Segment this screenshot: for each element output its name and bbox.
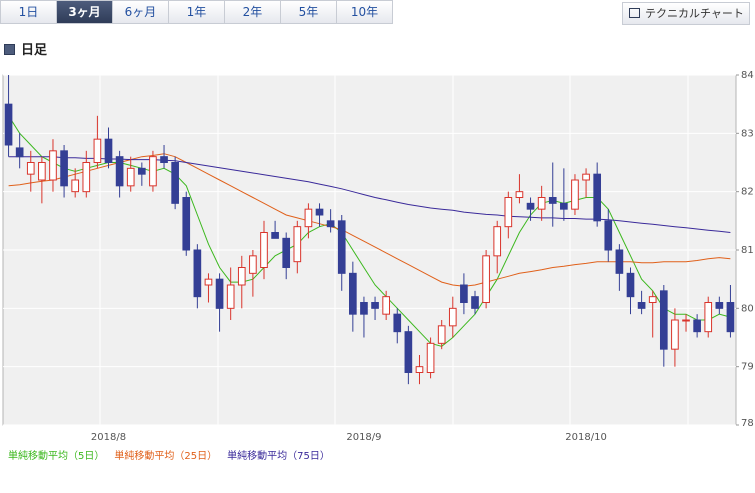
candle-body	[149, 156, 157, 187]
candle-body	[382, 296, 390, 315]
candle-body	[60, 150, 68, 187]
candle-body	[626, 272, 635, 298]
candle-body	[315, 208, 324, 216]
candle-body	[237, 267, 246, 286]
candle-body	[715, 302, 724, 309]
candle-body	[582, 173, 590, 181]
candle-body	[82, 162, 91, 193]
candle-body	[593, 173, 602, 222]
ma-line	[8, 156, 731, 233]
y-tick-label: 82	[741, 187, 754, 198]
y-tick-label: 79	[741, 362, 754, 373]
candle-body	[548, 197, 557, 204]
candle-body	[38, 162, 46, 181]
candle-body	[271, 232, 279, 239]
section-title: 日足	[21, 43, 48, 58]
section-icon	[4, 44, 15, 55]
candle-body	[115, 156, 124, 187]
legend-entry: 単純移動平均（5日）	[8, 449, 104, 462]
tab[interactable]: 10年	[336, 0, 393, 24]
tab[interactable]: 1年	[168, 0, 225, 24]
candle-body	[571, 179, 579, 210]
y-tick-label: 83	[741, 128, 754, 139]
candle-body	[404, 331, 413, 373]
candle-body	[293, 226, 302, 263]
y-tick-label: 84	[741, 70, 754, 81]
period-tabs: 1日 3ヶ月 6ヶ月 1年 2年 5年 10年	[0, 0, 393, 24]
candle-body	[526, 202, 535, 210]
tab[interactable]: 2年	[224, 0, 281, 24]
candle-body	[226, 284, 235, 309]
candle-body	[204, 278, 213, 286]
candle-body	[49, 150, 57, 181]
candle-body	[693, 319, 701, 333]
candle-body	[504, 197, 513, 228]
candle-body	[137, 167, 146, 175]
x-tick-label: 2018/10	[565, 432, 607, 443]
candle-body	[659, 290, 668, 350]
candle-body	[15, 147, 24, 158]
candle-body	[104, 138, 113, 164]
candle-body	[460, 284, 468, 303]
candle-body	[537, 197, 546, 210]
candle-body	[71, 179, 80, 193]
candle-body	[393, 313, 402, 333]
candle-body	[560, 202, 568, 210]
button-icon	[629, 8, 640, 18]
tab[interactable]: 1日	[0, 0, 57, 24]
candle-body	[437, 325, 446, 344]
candle-body	[726, 302, 735, 333]
candle-body	[93, 138, 102, 164]
candle-body	[182, 197, 191, 251]
candle-body	[26, 162, 35, 175]
legend-entry: 単純移動平均（75日）	[227, 449, 330, 462]
candle-body	[326, 220, 335, 228]
candle-body	[704, 302, 713, 333]
candle-body	[671, 319, 679, 350]
candle-body	[171, 162, 179, 204]
ma-line	[8, 115, 731, 347]
candle-body	[682, 319, 690, 322]
button-label: テクニカルチャート	[645, 7, 744, 20]
technical-chart-button[interactable]: テクニカルチャート	[622, 2, 750, 25]
y-tick-label: 78	[741, 418, 754, 429]
candle-body	[482, 255, 490, 303]
tab[interactable]: 6ヶ月	[112, 0, 169, 24]
section-header: 日足	[4, 39, 47, 58]
candle-body	[215, 278, 224, 309]
candle-body	[604, 220, 613, 251]
candle-body	[337, 220, 346, 274]
candle-body	[615, 249, 624, 274]
candle-body	[193, 249, 202, 298]
y-tick-label: 80	[741, 303, 754, 314]
candle-body	[415, 366, 424, 373]
candle-body	[637, 302, 646, 309]
candle-body	[304, 208, 313, 228]
candle-body	[260, 232, 268, 268]
ma-line	[8, 153, 731, 287]
legend-entry: 単純移動平均（25日）	[114, 449, 217, 462]
candle-body	[360, 302, 368, 315]
candle-body	[4, 103, 13, 146]
candle-body	[371, 302, 379, 309]
candle-body	[126, 167, 135, 187]
candle-body	[493, 226, 502, 257]
candle-body	[648, 296, 657, 303]
y-tick-label: 81	[741, 245, 754, 256]
x-tick-label: 2018/9	[346, 432, 381, 443]
candle-body	[426, 342, 435, 374]
candle-body	[349, 272, 357, 315]
candle-body	[515, 191, 524, 199]
candle-body	[249, 255, 257, 274]
candle-body	[448, 307, 457, 327]
tab-active[interactable]: 3ヶ月	[56, 0, 113, 24]
candle-body	[160, 156, 168, 164]
x-tick-label: 2018/8	[91, 432, 126, 443]
candle-body	[471, 296, 479, 309]
candle-body	[282, 237, 291, 268]
